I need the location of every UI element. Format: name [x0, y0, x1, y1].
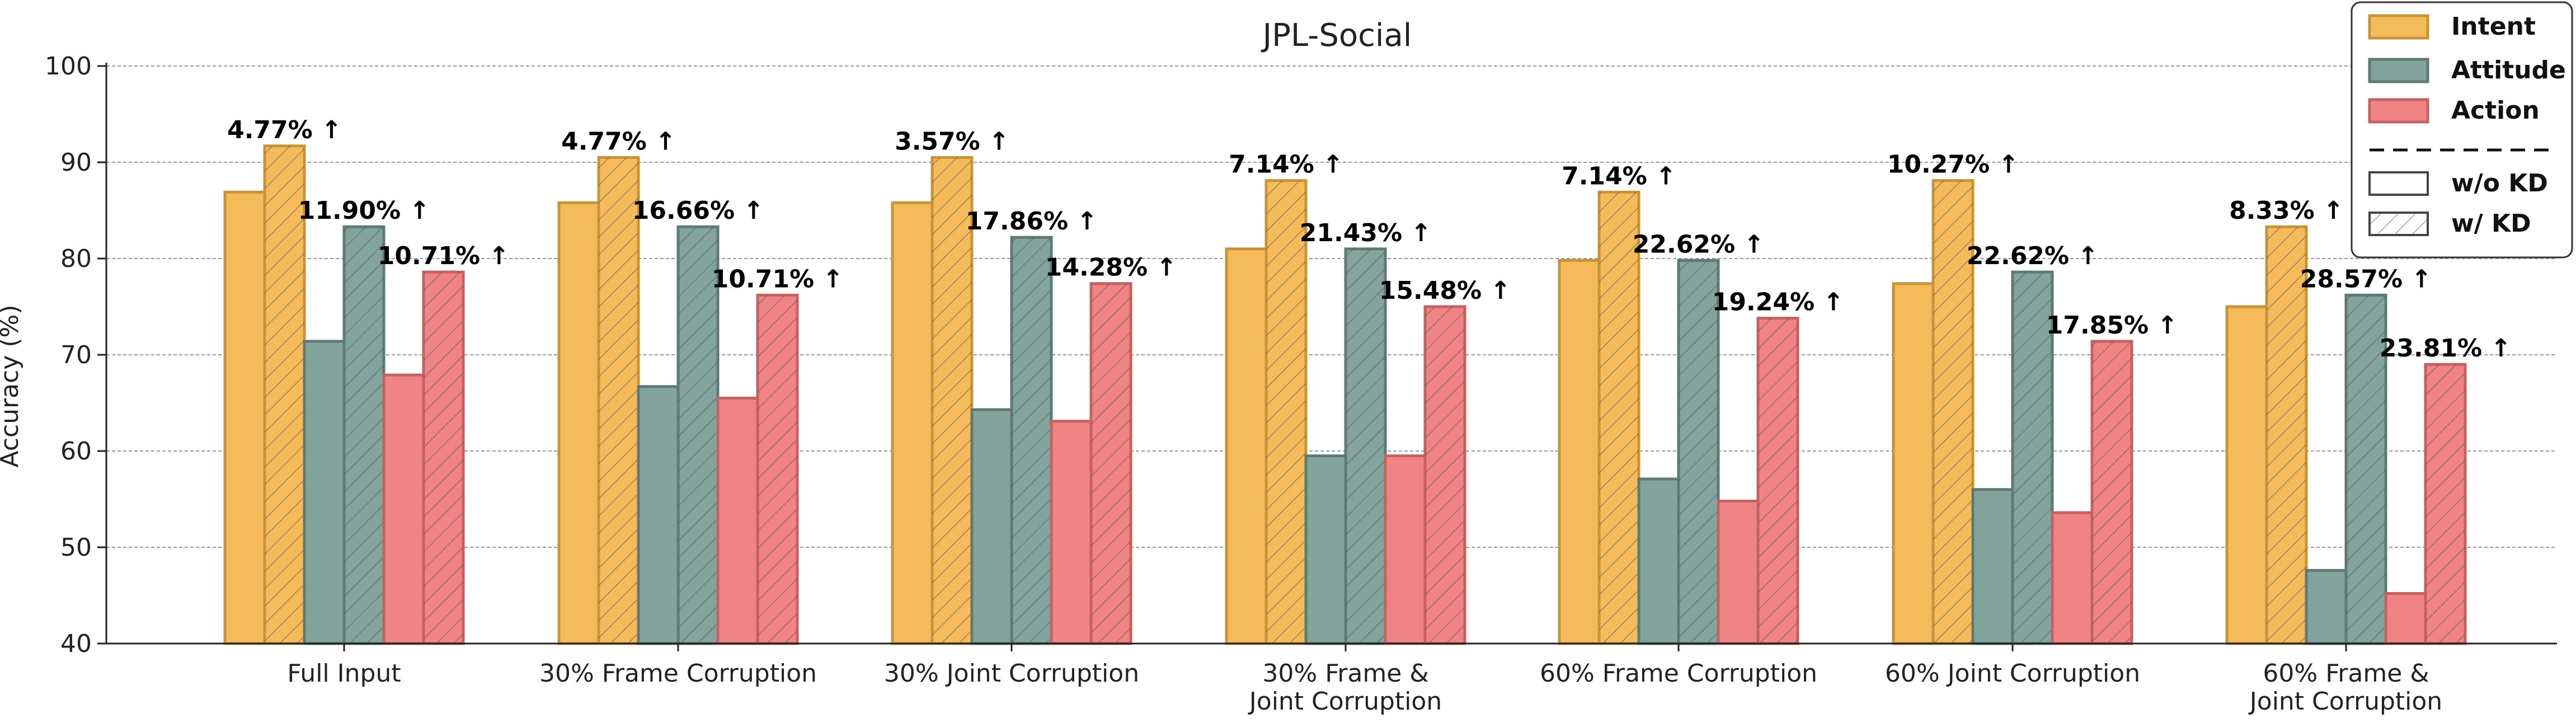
grid-layer [106, 65, 2557, 548]
bar-action-kd-hatch [2092, 341, 2132, 644]
bar-intent-kd-hatch [1933, 180, 1973, 644]
bar-action-kd-hatch [424, 272, 463, 644]
legend: Intent Attitude Action w/o KD w/ KD [2351, 1, 2573, 259]
bar-intent-no-kd [2225, 305, 2268, 645]
y-tick-label: 60 [60, 437, 92, 466]
y-tick-label: 90 [60, 148, 92, 177]
improvement-label-intent: 4.77% ↑ [227, 116, 342, 144]
bar-action-no-kd [1384, 454, 1427, 645]
bar-intent-no-kd [1558, 259, 1601, 645]
bar-attitude-no-kd [1304, 454, 1347, 645]
legend-swatch-hatch [2370, 213, 2428, 235]
bar-intent-kd-hatch [265, 145, 304, 644]
bar-action-kd-hatch [2425, 364, 2465, 644]
x-tick-label: Joint Corruption [2248, 687, 2442, 716]
improvement-label-attitude: 11.90% ↑ [298, 196, 430, 225]
y-tick-label: 70 [60, 341, 92, 369]
bar-attitude-kd-hatch [2013, 272, 2052, 644]
x-tick-label: 60% Joint Corruption [1885, 659, 2140, 688]
improvement-label-attitude: 21.43% ↑ [1300, 219, 1431, 247]
bar-attitude-no-kd [303, 340, 346, 645]
improvement-label-action: 17.85% ↑ [2046, 311, 2178, 340]
bar-intent-no-kd [223, 190, 266, 645]
bar-action-kd-hatch [1758, 318, 1798, 644]
improvement-label-attitude: 28.57% ↑ [2300, 265, 2432, 293]
x-tick-label: Full Input [287, 659, 401, 688]
bar-action-no-kd [2051, 511, 2094, 645]
bar-intent-no-kd [891, 201, 934, 645]
improvement-label-action: 14.28% ↑ [1045, 253, 1177, 282]
bar-attitude-kd-hatch [1679, 260, 1718, 644]
improvement-label-action: 15.48% ↑ [1379, 276, 1511, 305]
legend-label-without-kd: w/o KD [2451, 169, 2548, 198]
bar-intent-no-kd [1892, 282, 1935, 645]
bar-attitude-kd-hatch [344, 227, 384, 644]
improvement-label-intent: 7.14% ↑ [1229, 151, 1343, 179]
improvement-label-intent: 8.33% ↑ [2229, 196, 2344, 225]
axes-layer: 40 50 60 70 80 90 100 [45, 52, 2557, 658]
legend-swatch-without-kd [2368, 171, 2429, 196]
bar-intent-kd-hatch [2267, 227, 2306, 644]
x-tick-label: 60% Frame & [2263, 659, 2429, 688]
legend-swatch-intent [2368, 14, 2429, 40]
bar-action-no-kd [716, 396, 759, 645]
improvement-label-intent: 4.77% ↑ [561, 127, 676, 156]
bar-intent-kd-hatch [1599, 192, 1639, 644]
y-tick-label: 40 [60, 630, 92, 658]
improvement-label-intent: 10.27% ↑ [1887, 151, 2019, 179]
bar-action-no-kd [1717, 499, 1760, 645]
x-tick-label: 30% Frame Corruption [539, 659, 817, 688]
legend-swatch-action [2368, 98, 2429, 124]
legend-swatch-attitude [2368, 58, 2429, 83]
improvement-label-attitude: 16.66% ↑ [632, 196, 764, 225]
bar-action-kd-hatch [1091, 283, 1131, 644]
improvement-label-action: 10.71% ↑ [712, 265, 843, 293]
legend-label-with-kd: w/ KD [2451, 209, 2531, 238]
improvement-label-action: 19.24% ↑ [1712, 288, 1844, 317]
bar-action-kd-hatch [1425, 307, 1465, 644]
bar-intent-kd-hatch [599, 157, 638, 644]
bar-attitude-kd-hatch [2346, 295, 2386, 644]
bar-intent-kd-hatch [1266, 180, 1306, 644]
bar-action-no-kd [2384, 592, 2427, 645]
y-axis-title: Accuracy (%) [0, 304, 24, 467]
legend-label-intent: Intent [2451, 12, 2536, 41]
bar-action-no-kd [382, 373, 425, 645]
bar-intent-no-kd [557, 201, 600, 645]
y-tick-label: 100 [45, 52, 92, 81]
legend-label-attitude: Attitude [2451, 56, 2566, 84]
labels-layer: Full Input 4.77% ↑ 11.90% ↑ 10.71% ↑ 30% Fra… [227, 116, 2511, 716]
bar-attitude-no-kd [1637, 477, 1680, 645]
improvement-label-action: 10.71% ↑ [378, 242, 509, 270]
y-tick-label: 80 [60, 245, 92, 273]
bar-attitude-kd-hatch [1012, 237, 1051, 644]
bar-attitude-kd-hatch [1346, 248, 1385, 644]
bar-attitude-kd-hatch [678, 227, 718, 644]
bar-attitude-no-kd [970, 408, 1013, 645]
bar-action-kd-hatch [758, 295, 797, 644]
improvement-label-attitude: 17.86% ↑ [966, 207, 1097, 236]
bar-intent-kd-hatch [932, 157, 972, 644]
bar-attitude-no-kd [637, 385, 680, 645]
x-tick-label: Joint Corruption [1248, 687, 1442, 716]
improvement-label-intent: 7.14% ↑ [1562, 162, 1676, 190]
improvement-label-action: 23.81% ↑ [2380, 334, 2511, 363]
bar-intent-no-kd [1225, 247, 1268, 645]
improvement-label-intent: 3.57% ↑ [895, 127, 1009, 156]
improvement-label-attitude: 22.62% ↑ [1633, 230, 1764, 259]
y-tick-label: 50 [60, 533, 92, 562]
x-tick-label: 60% Frame Corruption [1540, 659, 1817, 688]
legend-label-action: Action [2451, 96, 2540, 125]
bar-action-no-kd [1050, 420, 1093, 645]
bar-attitude-no-kd [1971, 488, 2014, 645]
improvement-label-attitude: 22.62% ↑ [1967, 242, 2098, 270]
x-tick-label: 30% Joint Corruption [884, 659, 1139, 688]
chart-title: JPL-Social [1261, 17, 1412, 54]
x-tick-label: 30% Frame & [1262, 659, 1428, 688]
bar-attitude-no-kd [2305, 569, 2348, 645]
